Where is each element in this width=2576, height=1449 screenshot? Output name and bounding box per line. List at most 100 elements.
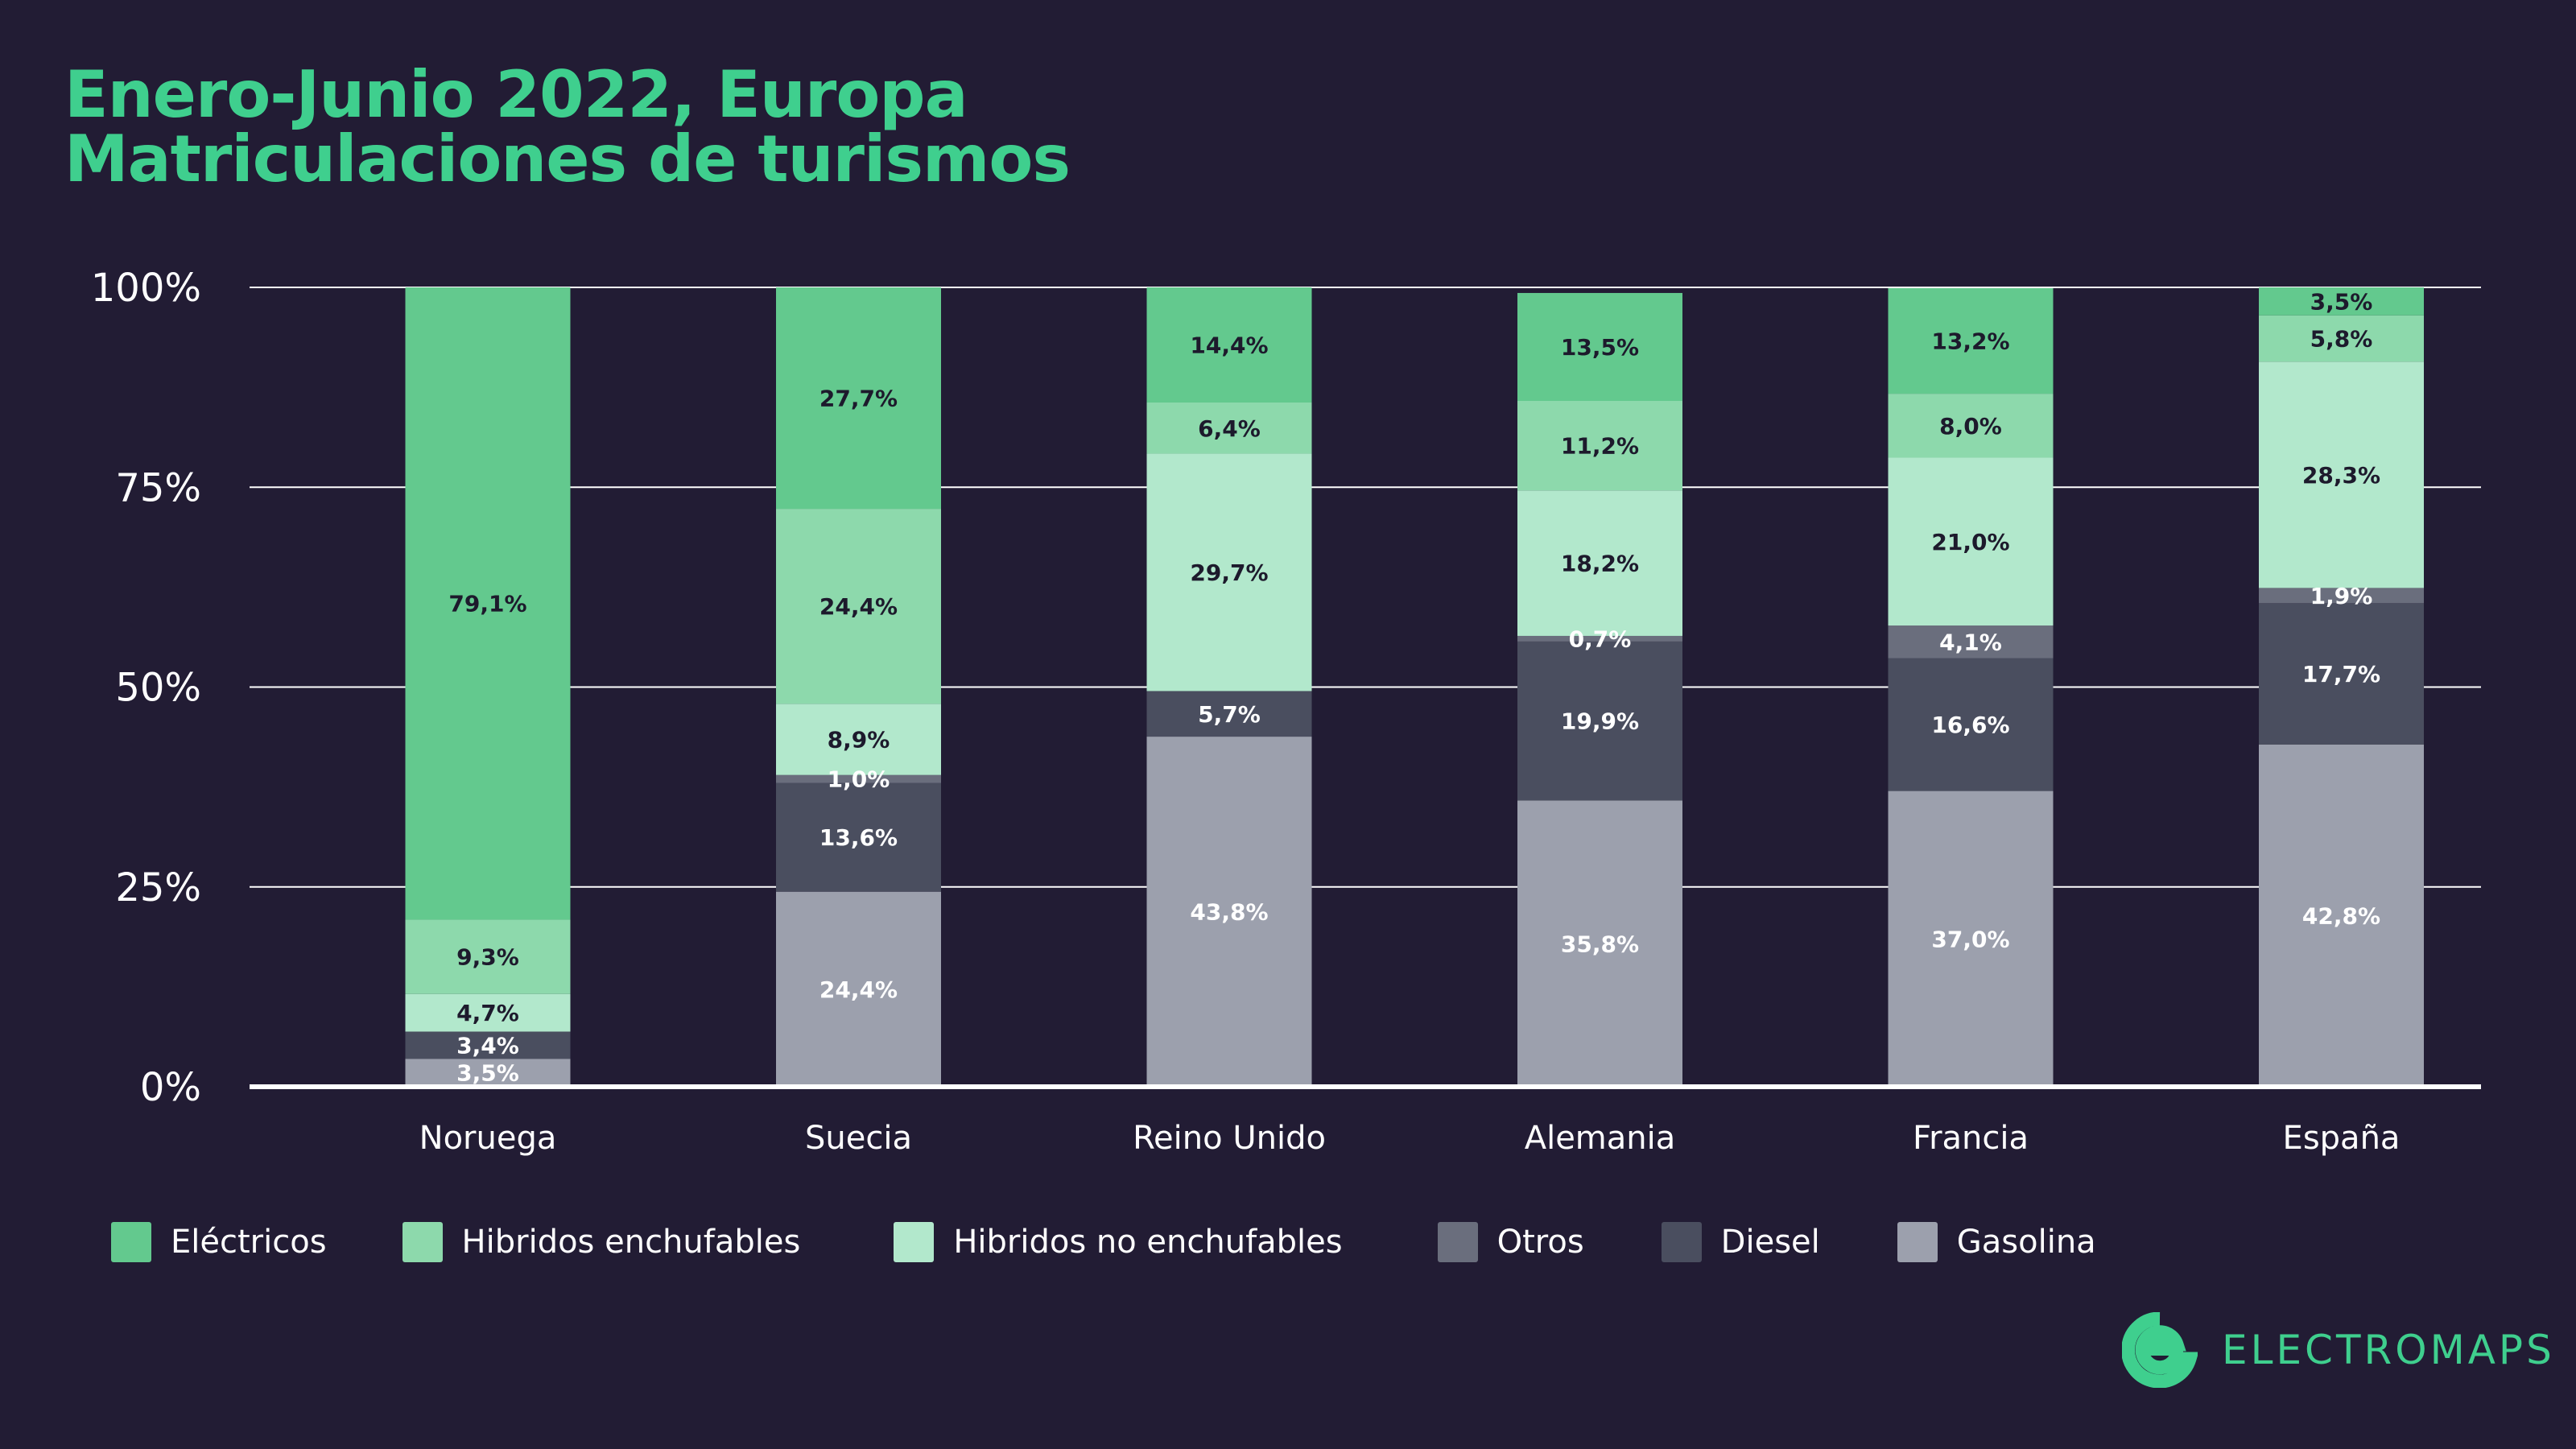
bar-group-reino-unido: 43,8% 5,7% 29,7% 6,4% 14,4%: [1146, 287, 1312, 1087]
y-tick-label: 50%: [115, 666, 201, 711]
legend-label: Diesel: [1720, 1224, 1820, 1261]
x-tick-label: Suecia: [805, 1120, 912, 1157]
bar-segment: [2259, 603, 2424, 745]
legend-item: Hibridos enchufables: [402, 1222, 801, 1262]
bar-segment: [1888, 658, 2054, 791]
bar-segment: [1517, 800, 1682, 1087]
bar-group-francia: 37,0% 16,6% 4,1% 21,0% 8,0% 13,2%: [1888, 287, 2054, 1087]
bar-segment: [776, 287, 941, 510]
data-label: 1,0%: [828, 766, 890, 793]
data-label: 43,8%: [1190, 899, 1268, 926]
x-tick-label: Noruega: [419, 1120, 557, 1157]
data-label: 35,8%: [1561, 931, 1639, 957]
bar-segment: [2259, 315, 2424, 362]
data-label: 27,7%: [819, 386, 898, 412]
brand-name: ELECTROMAPS: [2222, 1327, 2555, 1373]
data-label: 9,3%: [456, 944, 519, 971]
legend-item: Hibridos no enchufables: [894, 1222, 1343, 1262]
data-label: 3,5%: [2310, 288, 2373, 315]
bar-segment: [405, 1059, 571, 1087]
data-label: 24,4%: [819, 593, 898, 620]
data-label: 21,0%: [1931, 529, 2009, 555]
data-label: 14,4%: [1190, 332, 1268, 358]
data-label: 0,7%: [1569, 625, 1632, 652]
legend-item: Otros: [1437, 1222, 1584, 1262]
legend-swatch: [402, 1222, 443, 1262]
data-label: 11,2%: [1561, 433, 1639, 460]
bar-segment: [1146, 453, 1312, 691]
legend-label: Eléctricos: [171, 1224, 327, 1261]
bar-segment: [1517, 490, 1682, 636]
data-label: 16,6%: [1931, 712, 2009, 738]
data-label: 13,2%: [1931, 328, 2009, 355]
bar-segment: [405, 919, 571, 994]
data-label: 8,9%: [828, 727, 890, 753]
bar-segment: [2259, 361, 2424, 588]
bar-segment: [1888, 457, 2054, 626]
data-label: 19,9%: [1561, 708, 1639, 735]
data-label: 8,0%: [1939, 413, 2002, 440]
bar-group-noruega: 3,5%3,4% 4,7% 9,3% 79,1%: [405, 287, 571, 1087]
bar-segment: [776, 891, 941, 1087]
bar-segment: [776, 704, 941, 775]
chart-legend: Eléctricos Hibridos enchufables Hibridos n…: [111, 1222, 2096, 1262]
legend-swatch: [894, 1222, 935, 1262]
bar-segment: [1146, 402, 1312, 454]
legend-item: Gasolina: [1897, 1222, 2096, 1262]
bar-segment: [1888, 287, 2054, 394]
legend-label: Gasolina: [1956, 1224, 2096, 1261]
x-tick-label: Alemania: [1525, 1120, 1676, 1157]
bar-segment: [1146, 287, 1312, 402]
y-tick-label: 75%: [115, 465, 201, 510]
data-label: 5,7%: [1198, 701, 1261, 728]
bar-segment: [405, 287, 571, 920]
y-tick-label: 100%: [91, 266, 201, 311]
data-label: 29,7%: [1190, 559, 1268, 586]
data-label: 24,4%: [819, 976, 898, 1003]
bar-segment: [1517, 635, 1682, 642]
data-label: 4,7%: [456, 1000, 519, 1026]
data-label: 3,5%: [456, 1060, 519, 1087]
legend-swatch: [1897, 1222, 1938, 1262]
legend-item: Diesel: [1661, 1222, 1820, 1262]
legend-swatch: [1661, 1222, 1702, 1262]
chart-title-line2: Matriculaciones de turismos: [64, 122, 1071, 196]
legend-label: Hibridos enchufables: [461, 1224, 801, 1261]
data-label: 5,8%: [2310, 326, 2373, 353]
bar-segment: [776, 774, 941, 783]
legend-item: Eléctricos: [111, 1222, 327, 1262]
bar-segment: [405, 1031, 571, 1059]
bar-segment: [2259, 588, 2424, 604]
bar-segment: [1517, 292, 1682, 402]
data-label: 37,0%: [1931, 926, 2009, 952]
bar-segment: [776, 782, 941, 892]
bar-segment: [405, 993, 571, 1032]
data-label: 13,5%: [1561, 334, 1639, 361]
legend-label: Otros: [1496, 1224, 1584, 1261]
data-label: 6,4%: [1198, 415, 1261, 442]
bar-group-suecia: 24,4% 13,6% 1,0% 8,9% 24,4% 27,7%: [776, 287, 941, 1087]
legend-swatch: [111, 1222, 151, 1262]
electromaps-e-icon: [2122, 1312, 2198, 1388]
data-label: 18,2%: [1561, 551, 1639, 577]
data-label: 79,1%: [448, 591, 526, 617]
brand-logo: ELECTROMAPS: [2122, 1312, 2555, 1388]
data-label: 28,3%: [2302, 462, 2380, 489]
legend-label: Hibridos no enchufables: [953, 1224, 1343, 1261]
chart-title: Enero-Junio 2022, Europa Matriculaciones…: [64, 63, 1071, 192]
data-label: 42,8%: [2302, 902, 2380, 929]
bar-segment: [2259, 287, 2424, 316]
data-label: 4,1%: [1939, 629, 2002, 655]
bar-segment: [1888, 625, 2054, 658]
chart-title-line1: Enero-Junio 2022, Europa: [64, 57, 968, 132]
x-tick-label: Reino Unido: [1133, 1120, 1326, 1157]
bar-segment: [1517, 641, 1682, 801]
bar-segment: [1888, 394, 2054, 458]
data-label: 13,6%: [819, 824, 898, 851]
bar-segment: [1146, 737, 1312, 1087]
data-label: 1,9%: [2310, 583, 2373, 609]
bar-segment: [1146, 691, 1312, 737]
bar-segment: [1517, 401, 1682, 491]
bar-group-alemania: 35,8% 19,9% 0,7% 18,2% 11,2% 13,5%: [1517, 292, 1682, 1087]
